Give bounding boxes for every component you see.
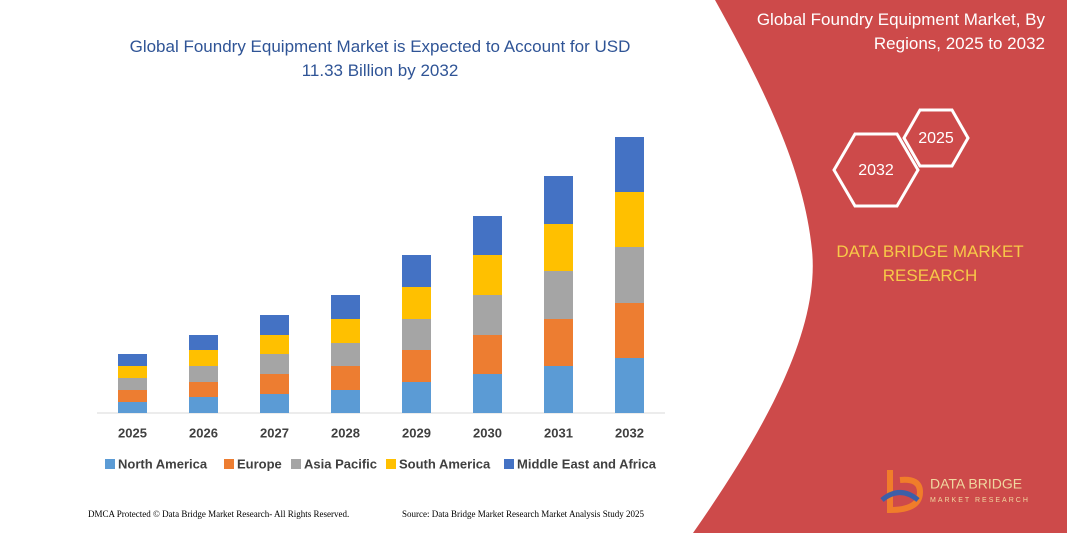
chart-title: Global Foundry Equipment Market is Expec…: [129, 37, 631, 80]
bar-segment: [615, 137, 644, 192]
bar-segment: [118, 402, 147, 413]
bar-segment: [615, 192, 644, 247]
bar-segment: [402, 255, 431, 287]
logo-name: DATA BRIDGE: [930, 476, 1022, 492]
logo-sub: MARKET RESEARCH: [930, 497, 1030, 504]
bar-segment: [402, 319, 431, 350]
bar-segment: [473, 295, 502, 335]
bar-segment: [260, 374, 289, 394]
bar-segment: [331, 295, 360, 319]
legend-label: South America: [399, 456, 491, 471]
hex-label: 2025: [918, 130, 954, 147]
bar-segment: [118, 354, 147, 366]
bar-segment: [615, 358, 644, 413]
bar-segment: [331, 390, 360, 413]
bar-segment: [189, 335, 218, 350]
bar-segment: [402, 382, 431, 413]
legend-label: Asia Pacific: [304, 456, 377, 471]
legend-swatch: [386, 459, 396, 469]
bar-segment: [615, 247, 644, 303]
hex-label: 2032: [858, 162, 894, 179]
bar-segment: [473, 255, 502, 295]
bar-segment: [189, 397, 218, 413]
bar-segment: [331, 366, 360, 390]
brand-text: DATA BRIDGE MARKET RESEARCH: [836, 242, 1024, 285]
x-tick-label: 2029: [402, 425, 431, 440]
legend-label: Middle East and Africa: [517, 456, 657, 471]
bar-segment: [260, 335, 289, 354]
bar-segment: [473, 374, 502, 413]
bar-segment: [544, 319, 573, 366]
bar-segment: [615, 303, 644, 358]
bar-segment: [260, 354, 289, 374]
bar-segment: [331, 343, 360, 366]
footer-text: DMCA Protected © Data Bridge Market Rese…: [88, 509, 349, 519]
bar-segment: [402, 350, 431, 382]
legend-swatch: [224, 459, 234, 469]
bar-segment: [260, 394, 289, 413]
panel-title: Global Foundry Equipment Market, By Regi…: [756, 10, 1045, 53]
logo-mark: [880, 490, 920, 502]
x-tick-label: 2027: [260, 425, 289, 440]
bar-segment: [473, 216, 502, 255]
legend-swatch: [504, 459, 514, 469]
bar-segment: [544, 271, 573, 319]
legend-swatch: [105, 459, 115, 469]
bar-segment: [544, 366, 573, 413]
hexagon: [832, 132, 920, 208]
x-tick-label: 2025: [118, 425, 147, 440]
bar-segment: [473, 335, 502, 374]
footer-text: Source: Data Bridge Market Research Mark…: [402, 509, 644, 519]
x-tick-label: 2030: [473, 425, 502, 440]
red-panel: [693, 0, 1067, 533]
legend-swatch: [291, 459, 301, 469]
bar-segment: [189, 382, 218, 397]
bar-segment: [544, 176, 573, 224]
bar-segment: [189, 366, 218, 382]
bar-segment: [544, 224, 573, 271]
x-tick-label: 2031: [544, 425, 573, 440]
legend-label: Europe: [237, 456, 282, 471]
bar-segment: [118, 366, 147, 378]
bar-segment: [118, 378, 147, 390]
bar-segment: [402, 287, 431, 319]
hexagon: [902, 108, 970, 168]
logo-mark: [887, 470, 924, 514]
bar-segment: [189, 350, 218, 366]
bar-segment: [331, 319, 360, 343]
bar-segment: [118, 390, 147, 402]
bar-segment: [260, 315, 289, 335]
x-tick-label: 2028: [331, 425, 360, 440]
legend-label: North America: [118, 456, 208, 471]
x-tick-label: 2026: [189, 425, 218, 440]
x-tick-label: 2032: [615, 425, 644, 440]
